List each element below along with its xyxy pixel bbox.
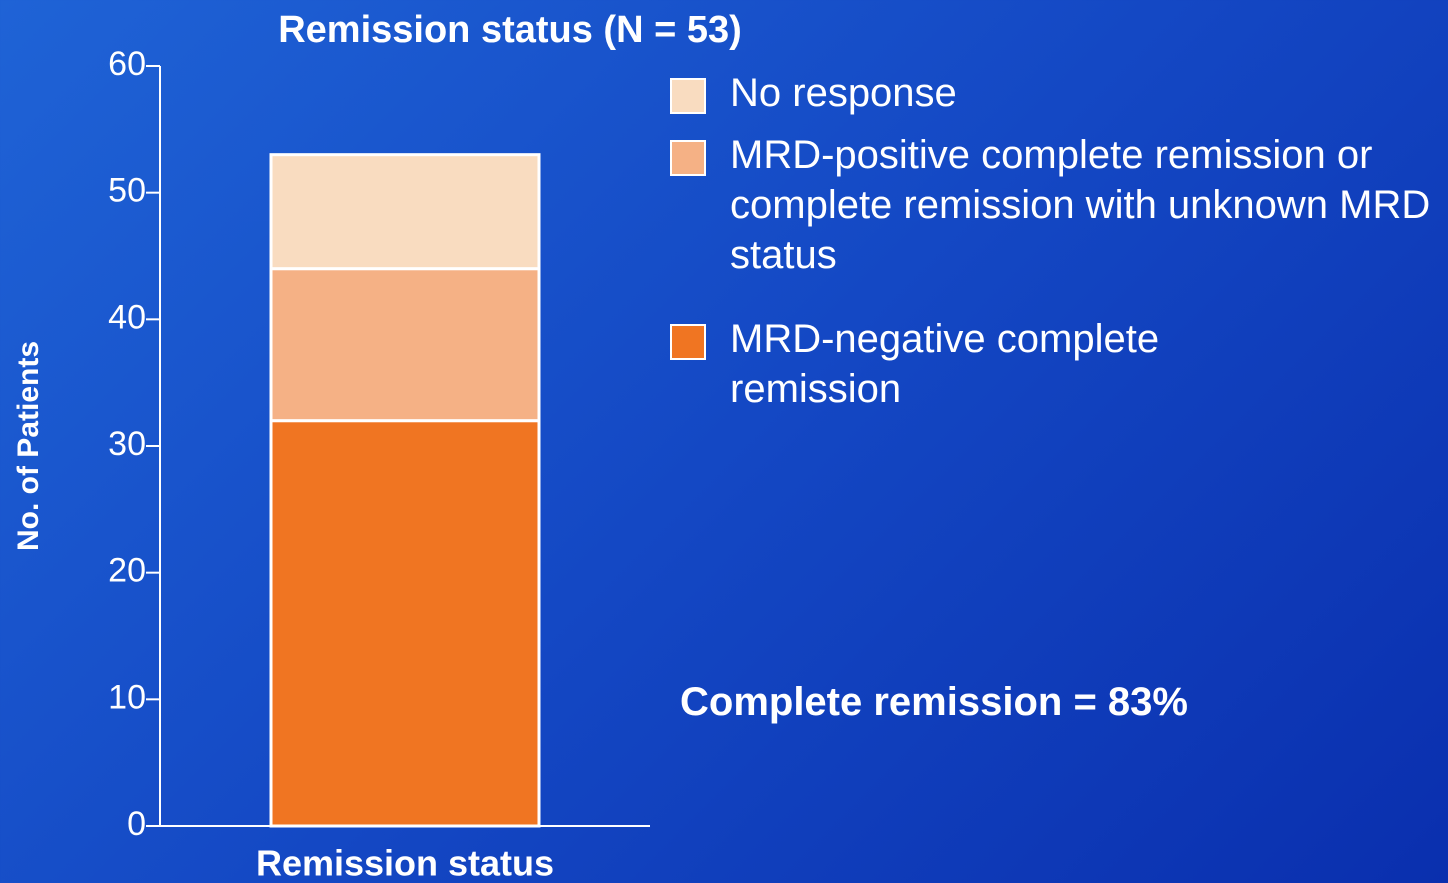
legend-label: MRD-negative complete remission xyxy=(730,317,1160,411)
bar-segment xyxy=(269,153,541,271)
bar-segment xyxy=(269,267,541,423)
y-tick-label: 40 xyxy=(108,298,146,336)
y-axis-label: No. of Patients xyxy=(12,341,45,551)
legend: No response MRD-positive complete remissi… xyxy=(670,68,1448,426)
legend-entry: MRD-positive complete remission or compl… xyxy=(670,130,1448,280)
y-tick-label: 10 xyxy=(108,678,146,716)
y-tick-label: 30 xyxy=(108,425,146,463)
legend-entry: MRD-negative complete remission xyxy=(670,314,1270,414)
y-tick-label: 20 xyxy=(108,552,146,590)
y-tick-label: 0 xyxy=(127,805,146,843)
bar-segment xyxy=(269,419,541,828)
legend-swatch xyxy=(670,78,706,114)
legend-swatch xyxy=(670,324,706,360)
x-tick-label: Remission status xyxy=(256,843,554,883)
legend-swatch xyxy=(670,140,706,176)
y-tick-label: 60 xyxy=(108,45,146,83)
annotation: Complete remission = 83% xyxy=(680,680,1188,724)
legend-label: No response xyxy=(730,71,957,115)
chart-title: Remission status (N = 53) xyxy=(278,9,742,51)
legend-label: MRD-positive complete remission or compl… xyxy=(730,133,1431,277)
y-tick-label: 50 xyxy=(108,172,146,210)
legend-entry: No response xyxy=(670,68,1430,118)
